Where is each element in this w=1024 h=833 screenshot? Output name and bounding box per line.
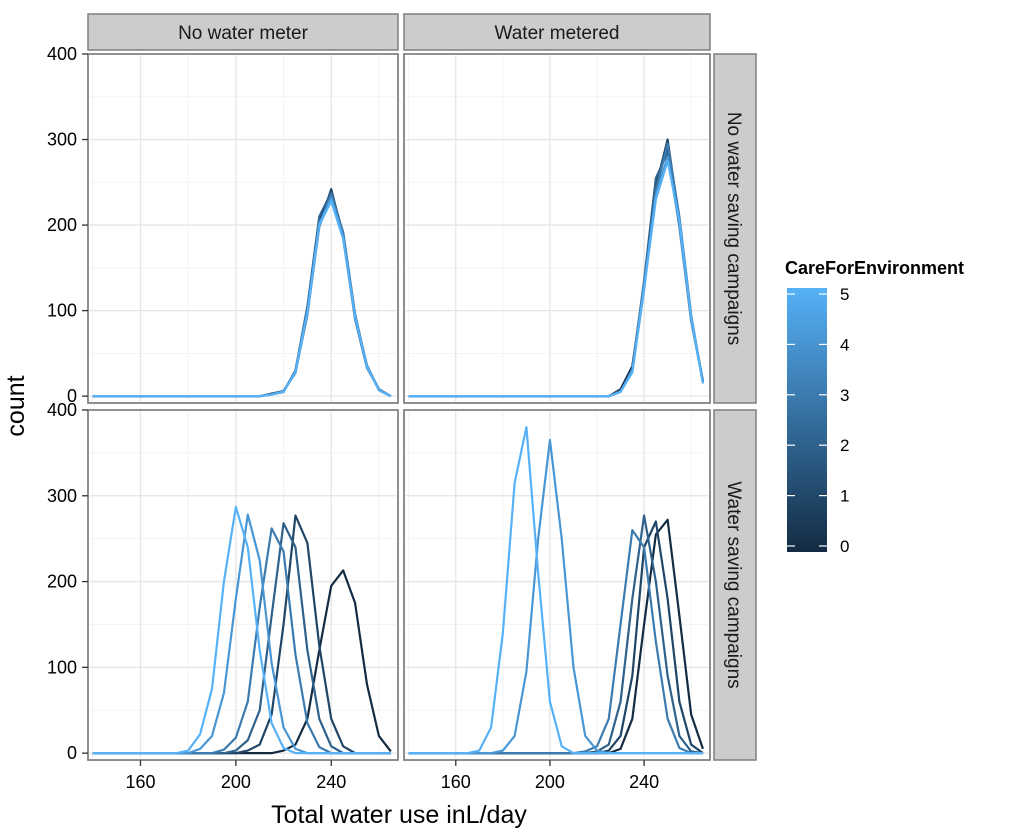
facet-panel <box>87 53 399 404</box>
legend-colorbar <box>787 288 827 552</box>
y-tick-label: 200 <box>47 572 77 592</box>
x-tick-label: 240 <box>316 772 346 792</box>
y-tick-label: 300 <box>47 130 77 150</box>
series-line-care-5 <box>92 505 391 755</box>
panel-background <box>87 53 399 404</box>
row-strip-label: No water saving campaigns <box>723 112 744 345</box>
col-strip <box>403 13 711 51</box>
y-tick-label: 300 <box>47 486 77 506</box>
y-tick-label: 0 <box>67 743 77 763</box>
legend-tick-label: 0 <box>840 537 849 556</box>
panel-border <box>403 409 711 761</box>
series-line-care-5 <box>92 200 392 398</box>
panel-border <box>87 53 399 404</box>
x-tick-label: 160 <box>125 772 155 792</box>
x-tick-label: 200 <box>221 772 251 792</box>
y-tick-label: 400 <box>47 44 77 64</box>
y-axis-title: count <box>2 375 30 436</box>
legend-title: CareForEnvironment <box>785 258 964 278</box>
x-tick-label: 240 <box>629 772 659 792</box>
facet-panel <box>87 409 399 761</box>
panel-background <box>403 409 711 761</box>
col-strip-label: Water metered <box>495 23 620 44</box>
legend-tick-label: 5 <box>840 285 849 304</box>
x-tick-label: 160 <box>441 772 471 792</box>
color-legend: CareForEnvironment 0 1 2 3 4 5 <box>785 258 964 556</box>
y-tick-label: 100 <box>47 301 77 321</box>
panel-border <box>403 53 711 404</box>
row-strip <box>713 53 757 404</box>
panel-border <box>87 409 399 761</box>
legend-tick-label: 1 <box>840 487 849 506</box>
row-strip <box>713 409 757 761</box>
panel-background <box>403 53 711 404</box>
x-tick-label: 200 <box>535 772 565 792</box>
x-axis-title: Total water use inL/day <box>271 801 527 829</box>
facet-panel <box>403 409 711 761</box>
col-strip <box>87 13 399 51</box>
y-tick-label: 400 <box>47 400 77 420</box>
y-tick-label: 0 <box>67 386 77 406</box>
series-line-care-5 <box>408 426 703 755</box>
series-line-care-5 <box>408 159 705 398</box>
row-strip-label: Water saving campaigns <box>723 481 744 688</box>
facet-panel <box>403 53 711 404</box>
facet-panels: No water meter Water metered No water savi… <box>87 13 757 761</box>
col-strip-label: No water meter <box>178 23 309 44</box>
legend-tick-label: 2 <box>840 436 849 455</box>
y-tick-label: 200 <box>47 215 77 235</box>
legend-tick-label: 3 <box>840 386 849 405</box>
y-tick-label: 100 <box>47 657 77 677</box>
legend-tick-label: 4 <box>840 335 849 354</box>
panel-background <box>87 409 399 761</box>
